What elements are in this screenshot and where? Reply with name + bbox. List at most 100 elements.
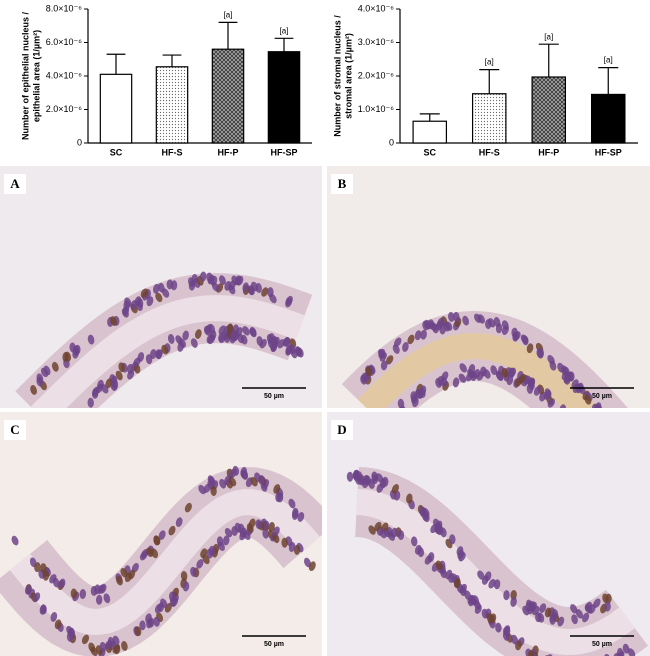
nucleus xyxy=(449,534,456,545)
x-tick-label: SC xyxy=(423,147,436,157)
nucleus xyxy=(414,330,422,341)
nucleus xyxy=(168,525,176,536)
nucleus xyxy=(99,641,107,652)
nucleus xyxy=(219,275,226,286)
nucleus xyxy=(379,528,387,539)
bar xyxy=(531,76,567,144)
nucleus xyxy=(230,331,238,342)
panel-label: D xyxy=(337,422,346,437)
nucleus xyxy=(140,288,148,298)
nucleus xyxy=(210,485,217,496)
nucleus xyxy=(224,475,232,486)
micrograph: A 50 µm xyxy=(0,166,322,408)
nucleus xyxy=(490,365,498,376)
nucleus xyxy=(522,605,530,616)
stroma xyxy=(30,295,305,408)
nucleus xyxy=(462,315,470,326)
nucleus xyxy=(258,475,265,486)
nucleus xyxy=(522,335,529,346)
nucleus xyxy=(175,517,183,528)
nucleus xyxy=(139,551,148,561)
nucleus xyxy=(397,530,405,541)
x-tick-label: HF-P xyxy=(218,147,239,157)
nucleus xyxy=(584,601,593,612)
significance-label: [a] xyxy=(544,32,553,41)
y-tick-label: 8.0×10⁻⁶ xyxy=(46,3,83,13)
nucleus xyxy=(496,371,504,381)
nucleus xyxy=(547,398,555,408)
nucleus xyxy=(393,490,401,501)
nucleus xyxy=(371,474,379,485)
nucleus xyxy=(218,325,226,335)
nucleus xyxy=(50,612,58,622)
nucleus xyxy=(417,547,425,558)
nucleus xyxy=(40,604,47,615)
nucleus xyxy=(622,643,630,654)
nucleus xyxy=(281,537,288,548)
nucleus xyxy=(385,355,394,365)
nucleus xyxy=(146,618,153,629)
nucleus xyxy=(224,527,233,538)
nucleus xyxy=(526,343,534,354)
nucleus xyxy=(443,321,450,332)
nucleus xyxy=(488,579,496,589)
nucleus xyxy=(527,380,535,390)
nucleus xyxy=(380,360,388,371)
nucleus xyxy=(433,518,441,529)
nucleus xyxy=(90,585,98,596)
nucleus xyxy=(407,334,415,345)
nucleus xyxy=(130,300,138,310)
bar xyxy=(471,93,507,144)
nucleus xyxy=(228,477,237,487)
significance-label: [a] xyxy=(604,56,613,65)
y-tick-label: 0 xyxy=(389,137,394,147)
nucleus xyxy=(627,648,636,656)
nucleus xyxy=(115,370,123,381)
nucleus xyxy=(194,329,202,339)
nucleus xyxy=(447,311,455,322)
nucleus xyxy=(512,331,519,342)
nucleus xyxy=(101,384,109,394)
nucleus xyxy=(161,344,169,355)
nucleus xyxy=(223,535,230,546)
bar xyxy=(99,73,133,144)
nucleus xyxy=(477,314,485,324)
nucleus xyxy=(411,536,418,547)
nucleus xyxy=(127,363,134,374)
micrograph: D 50 µm xyxy=(327,412,650,656)
x-tick-label: HF-P xyxy=(538,147,559,157)
nucleus xyxy=(87,397,94,408)
nucleus xyxy=(105,378,113,389)
nucleus xyxy=(474,604,482,614)
nucleus xyxy=(495,622,502,633)
nucleus xyxy=(571,614,578,625)
nucleus xyxy=(249,326,257,337)
x-tick-label: HF-S xyxy=(479,147,500,157)
x-tick-label: HF-SP xyxy=(595,147,622,157)
nucleus xyxy=(288,344,296,355)
nucleus xyxy=(304,557,312,568)
nucleus xyxy=(240,467,247,477)
y-axis-label: epithelial area (1/µm²) xyxy=(31,30,41,122)
nucleus xyxy=(229,468,237,479)
nucleus xyxy=(459,583,467,594)
nucleus xyxy=(437,317,444,328)
nucleus xyxy=(250,477,258,487)
nucleus xyxy=(52,577,60,588)
nucleus xyxy=(224,280,232,291)
bar xyxy=(211,48,245,144)
y-axis-label: Number of stromal nucleus / xyxy=(332,15,342,137)
nucleus xyxy=(561,365,568,376)
nucleus xyxy=(549,612,557,622)
nucleus xyxy=(269,293,277,304)
nucleus xyxy=(54,619,62,630)
nucleus xyxy=(146,296,154,307)
nucleus xyxy=(256,336,264,347)
nucleus xyxy=(543,390,552,400)
nucleus xyxy=(276,492,284,503)
nucleus xyxy=(170,280,178,291)
panel-label-box xyxy=(331,420,353,440)
nucleus xyxy=(594,402,602,408)
nucleus xyxy=(272,526,280,536)
